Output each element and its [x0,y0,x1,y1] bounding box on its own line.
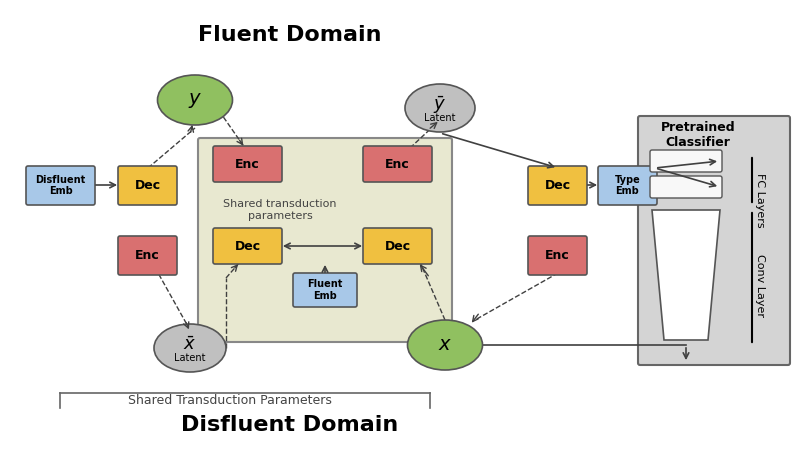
Text: Conv Layer: Conv Layer [755,253,765,317]
FancyBboxPatch shape [198,138,452,342]
Text: Disfluent
Emb: Disfluent Emb [36,175,86,196]
Text: Fluent Domain: Fluent Domain [198,25,381,45]
Ellipse shape [154,324,226,372]
Text: Shared transduction
parameters: Shared transduction parameters [223,199,337,221]
Text: $y$: $y$ [188,91,202,110]
Text: Enc: Enc [135,249,160,262]
Text: Shared Transduction Parameters: Shared Transduction Parameters [128,394,332,406]
Text: Latent: Latent [424,113,456,123]
FancyBboxPatch shape [363,228,432,264]
Text: FC Layers: FC Layers [755,173,765,228]
Text: Disfluent Domain: Disfluent Domain [181,415,398,435]
FancyBboxPatch shape [118,236,177,275]
Text: Latent: Latent [175,353,206,363]
Text: Fluent
Emb: Fluent Emb [307,279,343,301]
Text: Enc: Enc [235,157,260,171]
FancyBboxPatch shape [650,150,722,172]
Text: Type
Emb: Type Emb [615,175,641,196]
Text: Dec: Dec [134,179,161,192]
Ellipse shape [158,75,233,125]
FancyBboxPatch shape [293,273,357,307]
Text: Dec: Dec [385,239,410,253]
FancyBboxPatch shape [528,166,587,205]
FancyBboxPatch shape [598,166,657,205]
Text: Enc: Enc [545,249,570,262]
FancyBboxPatch shape [638,116,790,365]
Text: Enc: Enc [385,157,410,171]
Text: $\bar{x}$: $\bar{x}$ [183,336,196,354]
Ellipse shape [405,84,475,132]
Polygon shape [652,210,720,340]
FancyBboxPatch shape [650,176,722,198]
Text: Dec: Dec [545,179,570,192]
Ellipse shape [407,320,482,370]
FancyBboxPatch shape [26,166,95,205]
FancyBboxPatch shape [213,228,282,264]
Text: $\bar{y}$: $\bar{y}$ [433,94,447,116]
Text: Pretrained
Classifier: Pretrained Classifier [661,121,735,149]
FancyBboxPatch shape [118,166,177,205]
FancyBboxPatch shape [528,236,587,275]
Text: Dec: Dec [234,239,260,253]
FancyBboxPatch shape [363,146,432,182]
Text: $x$: $x$ [438,335,452,354]
FancyBboxPatch shape [213,146,282,182]
